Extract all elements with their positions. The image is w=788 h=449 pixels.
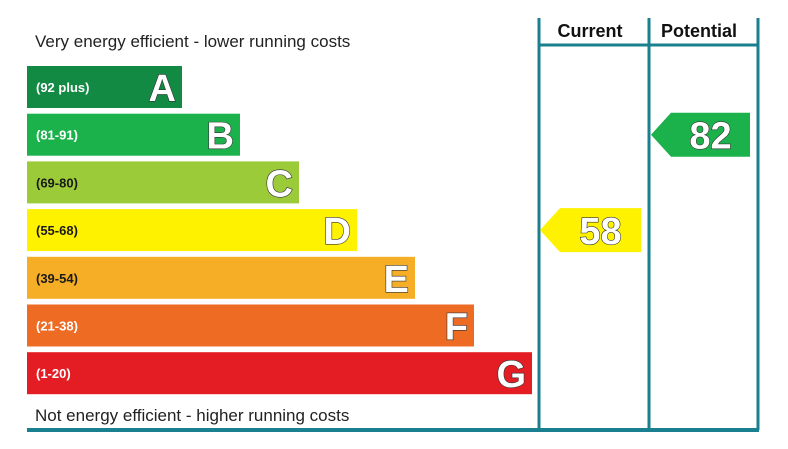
band-b-bar [27, 113, 240, 156]
band-f-range: (21-38) [36, 319, 78, 334]
band-c-bar [27, 161, 299, 204]
potential-rating-value: 82 [689, 116, 731, 158]
band-b-range: (81-91) [36, 128, 78, 143]
band-d-range: (55-68) [36, 223, 78, 238]
band-g-letter: G [496, 354, 526, 396]
band-d-bar [27, 209, 357, 252]
top-caption: Very energy efficient - lower running co… [35, 32, 350, 51]
rating-bands: (92 plus) A (81-91) B (69-80) C (55-68) D (39-54… [27, 66, 532, 397]
bottom-caption: Not energy efficient - higher running co… [35, 406, 349, 425]
band-f-bar [27, 304, 474, 347]
band-a-letter: A [149, 68, 176, 110]
band-g-range: (1-20) [36, 366, 71, 381]
potential-rating-arrow [651, 112, 750, 157]
current-rating-value: 58 [579, 211, 621, 253]
potential-column-header: Potential [661, 21, 737, 41]
band-a-range: (92 plus) [36, 80, 89, 95]
band-c-letter: C [266, 163, 293, 205]
band-f-letter: F [445, 307, 468, 349]
band-e-range: (39-54) [36, 271, 78, 286]
column-frame [27, 18, 760, 432]
band-b-letter: B [207, 116, 234, 158]
current-column-header: Current [557, 21, 622, 41]
band-d-letter: D [324, 211, 351, 253]
band-e-letter: E [384, 259, 409, 301]
band-a-bar [27, 66, 182, 108]
band-e-bar [27, 256, 415, 299]
band-c-range: (69-80) [36, 175, 78, 190]
band-g-bar [27, 352, 532, 395]
potential-rating-marker: 82 [651, 112, 750, 158]
current-rating-arrow [540, 208, 641, 253]
current-rating-marker: 58 [540, 208, 641, 254]
